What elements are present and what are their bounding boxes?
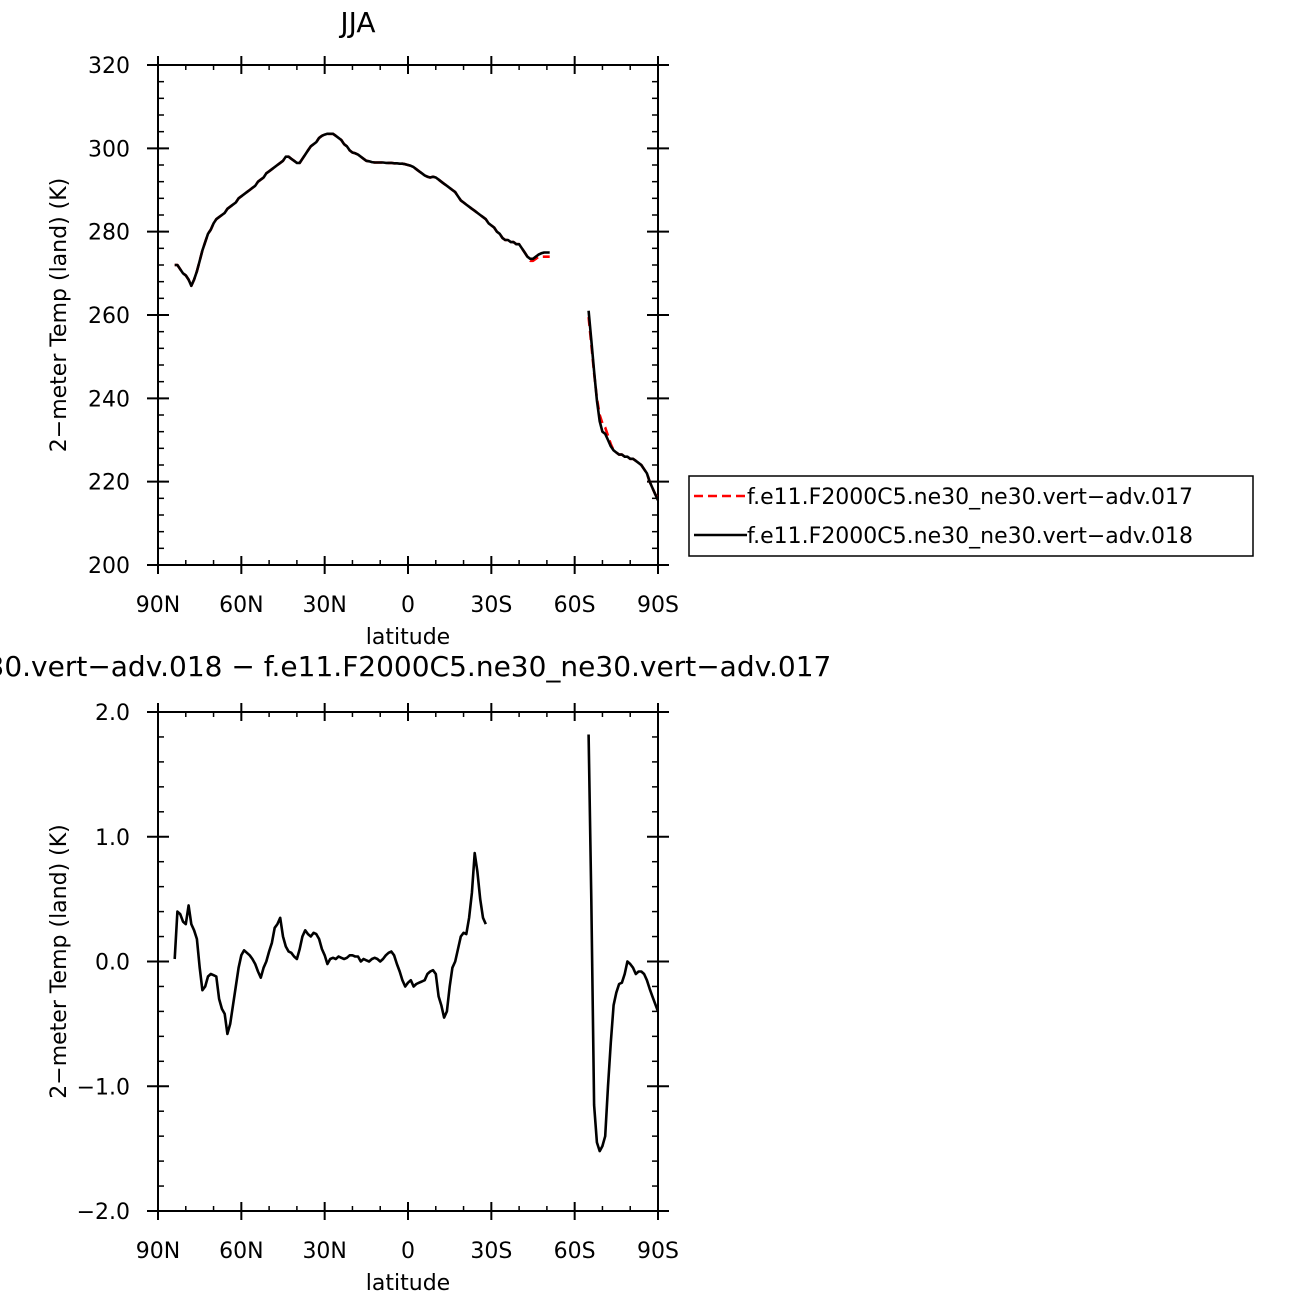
x-tick-label: 60N xyxy=(219,1239,263,1264)
y-tick-label: 220 xyxy=(88,471,130,496)
x-tick-label: 0 xyxy=(401,1239,415,1264)
x-tick-label: 60S xyxy=(554,593,596,618)
x-axis-label: latitude xyxy=(366,625,450,650)
x-tick-label: 90N xyxy=(136,1239,180,1264)
series-line-solid xyxy=(173,851,487,1036)
y-tick-label: 320 xyxy=(88,54,130,79)
y-tick-label: 200 xyxy=(88,554,130,579)
series-line-solid xyxy=(587,734,658,1153)
series-line-solid xyxy=(174,132,550,288)
legend-box xyxy=(688,475,1254,557)
x-tick-label: 60S xyxy=(554,1239,596,1264)
plot-frame xyxy=(157,64,659,566)
x-tick-label: 30S xyxy=(470,1239,512,1264)
legend-label: f.e11.F2000C5.ne30_ne30.vert−adv.018 xyxy=(747,524,1193,549)
x-tick-label: 30N xyxy=(302,1239,346,1264)
x-tick-label: 0 xyxy=(401,593,415,618)
chart-title: JJA xyxy=(338,6,375,39)
x-tick-label: 30N xyxy=(302,593,346,618)
chart-title: e30_ne30.vert−adv.018 − f.e11.F2000C5.ne… xyxy=(0,650,831,683)
y-tick-label: −2.0 xyxy=(77,1200,130,1225)
y-tick-label: −1.0 xyxy=(77,1075,130,1100)
x-tick-label: 60N xyxy=(219,593,263,618)
y-tick-label: 260 xyxy=(88,304,130,329)
y-tick-label: 1.0 xyxy=(95,826,130,851)
x-tick-label: 90S xyxy=(637,593,679,618)
x-axis-label: latitude xyxy=(366,1271,450,1296)
x-tick-label: 90S xyxy=(637,1239,679,1264)
y-tick-label: 300 xyxy=(88,137,130,162)
plot-frame xyxy=(157,711,659,1212)
bottom-panel: 90N 60N 30N 0 30S 60S 90S −2.0 −1.0 0.0 1.0 2.0 lati… xyxy=(0,650,831,1296)
x-tick-label: 90N xyxy=(136,593,180,618)
top-panel: 90N 60N 30N 0 30S 60S 90S 200 220 240 260 280 300 320… xyxy=(47,6,1254,650)
y-axis-label: 2−meter Temp (land) (K) xyxy=(47,824,72,1098)
legend-label: f.e11.F2000C5.ne30_ne30.vert−adv.017 xyxy=(747,485,1193,510)
y-tick-label: 280 xyxy=(88,221,130,246)
y-tick-label: 240 xyxy=(88,387,130,412)
x-tick-label: 30S xyxy=(470,593,512,618)
y-axis-label: 2−meter Temp (land) (K) xyxy=(47,178,72,452)
y-tick-label: 2.0 xyxy=(95,701,130,726)
series-line-solid xyxy=(587,310,658,501)
y-tick-label: 0.0 xyxy=(95,951,130,976)
